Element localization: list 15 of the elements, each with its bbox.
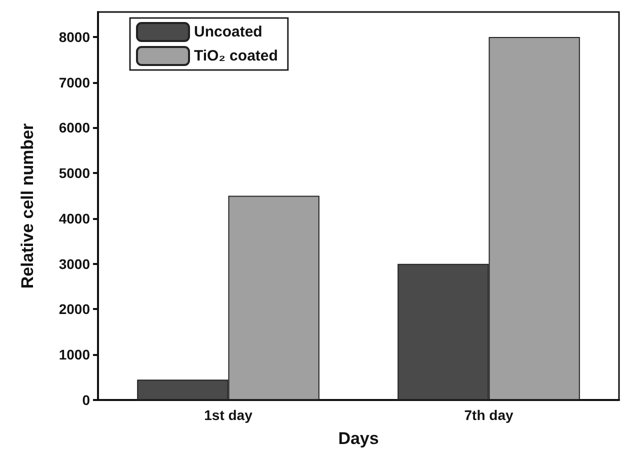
- y-tick-label: 8000: [58, 28, 90, 45]
- y-tick-label: 4000: [58, 210, 90, 226]
- x-tick-label: 1st day: [204, 407, 253, 423]
- y-tick-label: 0: [82, 392, 90, 408]
- y-tick-label: 3000: [58, 256, 90, 272]
- y-tick-label: 7000: [58, 74, 90, 90]
- legend-label: TiO₂ coated: [194, 48, 278, 64]
- legend-label: Uncoated: [194, 24, 262, 40]
- y-axis-title: Relative cell number: [18, 122, 37, 289]
- y-tick-label: 1000: [58, 346, 90, 363]
- y-tick-label: 2000: [58, 301, 90, 318]
- x-tick-label: 7th day: [464, 407, 514, 423]
- y-tick-label: 6000: [58, 120, 90, 136]
- x-axis-title: Days: [338, 429, 379, 448]
- y-tick-label: 5000: [58, 165, 90, 182]
